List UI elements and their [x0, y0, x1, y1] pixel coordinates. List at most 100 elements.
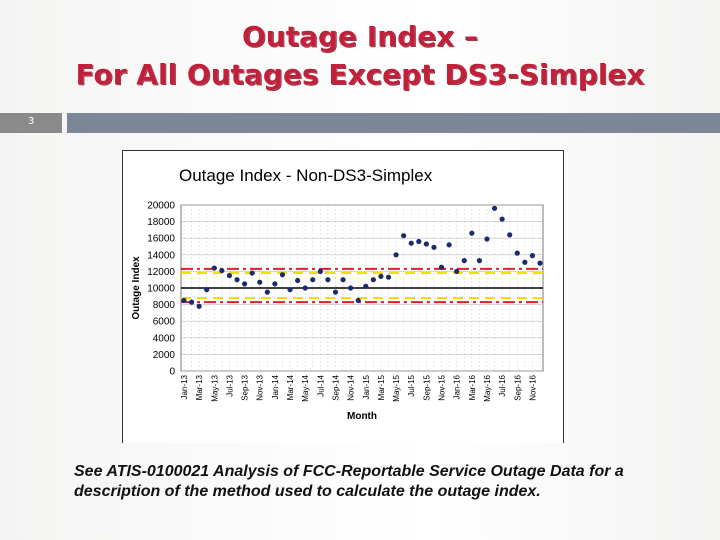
y-tick-label: 0 — [169, 367, 175, 378]
data-point — [507, 232, 513, 238]
data-point — [461, 258, 467, 264]
x-tick-label: Sep-13 — [241, 374, 250, 400]
data-point — [378, 273, 384, 279]
x-tick-label: May-14 — [301, 374, 310, 401]
data-point — [491, 205, 498, 211]
data-point — [454, 268, 460, 274]
y-tick-label: 6000 — [153, 317, 176, 328]
y-tick-label: 2000 — [153, 350, 176, 361]
x-tick-label: Nov-14 — [347, 374, 356, 400]
data-point — [181, 297, 187, 304]
x-tick-label: Sep-14 — [331, 374, 340, 400]
data-point — [355, 297, 361, 304]
data-point — [204, 287, 210, 293]
x-tick-label: Nov-15 — [438, 374, 447, 400]
slide-title-line-1: Outage Index – — [242, 20, 478, 53]
data-point — [469, 230, 475, 236]
x-tick-label: May-16 — [483, 374, 492, 401]
x-tick-label: Nov-16 — [528, 374, 537, 400]
data-points — [181, 205, 543, 309]
data-point — [234, 277, 240, 283]
data-point — [249, 270, 255, 276]
chart-panel: Outage Index - Non-DS3-Simplex 0 2000 4000… — [122, 150, 564, 443]
data-point — [484, 236, 490, 242]
data-point — [310, 277, 316, 283]
header-rule-right — [67, 113, 720, 133]
x-tick-label: Mar-13 — [195, 374, 204, 400]
y-tick-label: 14000 — [147, 250, 175, 261]
y-tick-label: 8000 — [153, 300, 176, 311]
reference-lines — [181, 267, 543, 304]
data-point — [537, 260, 543, 266]
x-tick-label: Jan-15 — [362, 374, 371, 399]
x-tick-label: Nov-13 — [256, 374, 265, 400]
data-point — [211, 265, 217, 271]
x-tick-label: Mar-15 — [377, 374, 386, 400]
x-tick-label: Mar-16 — [468, 374, 477, 400]
x-tick-label: Jan-16 — [453, 374, 462, 399]
slide-title-line-2: For All Outages Except DS3-Simplex — [75, 58, 645, 91]
x-tick-label: May-15 — [392, 374, 401, 401]
data-point — [446, 242, 452, 248]
data-point — [522, 259, 528, 265]
x-tick-label: May-13 — [210, 374, 219, 401]
outage-index-chart: Outage Index - Non-DS3-Simplex 0 2000 4000… — [131, 166, 544, 422]
data-point — [302, 285, 308, 291]
data-point — [332, 289, 339, 295]
data-point — [393, 252, 399, 258]
y-tick-label: 18000 — [147, 217, 175, 228]
data-point — [219, 267, 225, 274]
x-tick-label: Jul-16 — [498, 374, 507, 396]
data-point — [416, 238, 422, 245]
data-point — [423, 241, 429, 247]
y-tick-label: 12000 — [147, 267, 175, 278]
data-point — [385, 274, 392, 280]
data-point — [241, 281, 248, 287]
header-rule-left — [0, 113, 62, 133]
x-tick-label: Sep-15 — [422, 374, 431, 400]
chart-title: Outage Index - Non-DS3-Simplex — [179, 166, 433, 185]
data-point — [348, 285, 354, 291]
data-point — [188, 299, 195, 305]
data-point — [295, 277, 301, 284]
x-tick-label: Jan-13 — [180, 374, 189, 399]
x-tick-label: Mar-14 — [286, 374, 295, 400]
caption-text: See ATIS-0100021 Analysis of FCC-Reporta… — [74, 463, 624, 500]
slide-title: Outage Index – For All Outages Except DS… — [0, 18, 720, 94]
data-point — [317, 268, 323, 274]
y-tick-label: 20000 — [147, 201, 175, 212]
data-point — [226, 272, 233, 279]
data-point — [438, 264, 445, 270]
x-tick-label: Jul-14 — [316, 374, 325, 396]
data-point — [196, 303, 202, 309]
data-point — [370, 277, 376, 283]
x-tick-label: Jul-13 — [225, 374, 234, 396]
data-point — [257, 279, 263, 285]
data-point — [325, 277, 331, 283]
data-point — [499, 216, 505, 222]
data-point — [431, 244, 437, 250]
data-point — [340, 277, 346, 283]
data-point — [363, 283, 369, 289]
data-point — [287, 287, 293, 293]
y-tick-label: 16000 — [147, 234, 175, 245]
data-point — [408, 240, 414, 246]
data-point — [401, 233, 407, 239]
y-tick-label: 10000 — [147, 284, 175, 295]
y-tick-label: 4000 — [153, 333, 176, 344]
data-point — [476, 258, 483, 264]
y-axis-ticks: 0 2000 4000 6000 8000 10000 12000 14000 16000 180… — [147, 201, 175, 378]
slide-number: 3 — [28, 116, 35, 127]
x-tick-label: Sep-16 — [513, 374, 522, 400]
data-point — [514, 250, 520, 256]
data-point — [529, 253, 536, 259]
x-axis-label: Month — [347, 411, 377, 422]
data-point — [279, 272, 286, 278]
x-tick-label: Jul-15 — [407, 374, 416, 396]
x-axis-ticks: Jan-13 Mar-13 May-13 Jul-13 Sep-13 Nov-13 Jan-… — [180, 374, 537, 401]
x-tick-label: Jan-14 — [271, 374, 280, 399]
y-axis-label: Outage Index — [131, 256, 142, 320]
grid-lines — [181, 204, 543, 372]
data-point — [272, 281, 278, 287]
data-point — [264, 289, 270, 295]
